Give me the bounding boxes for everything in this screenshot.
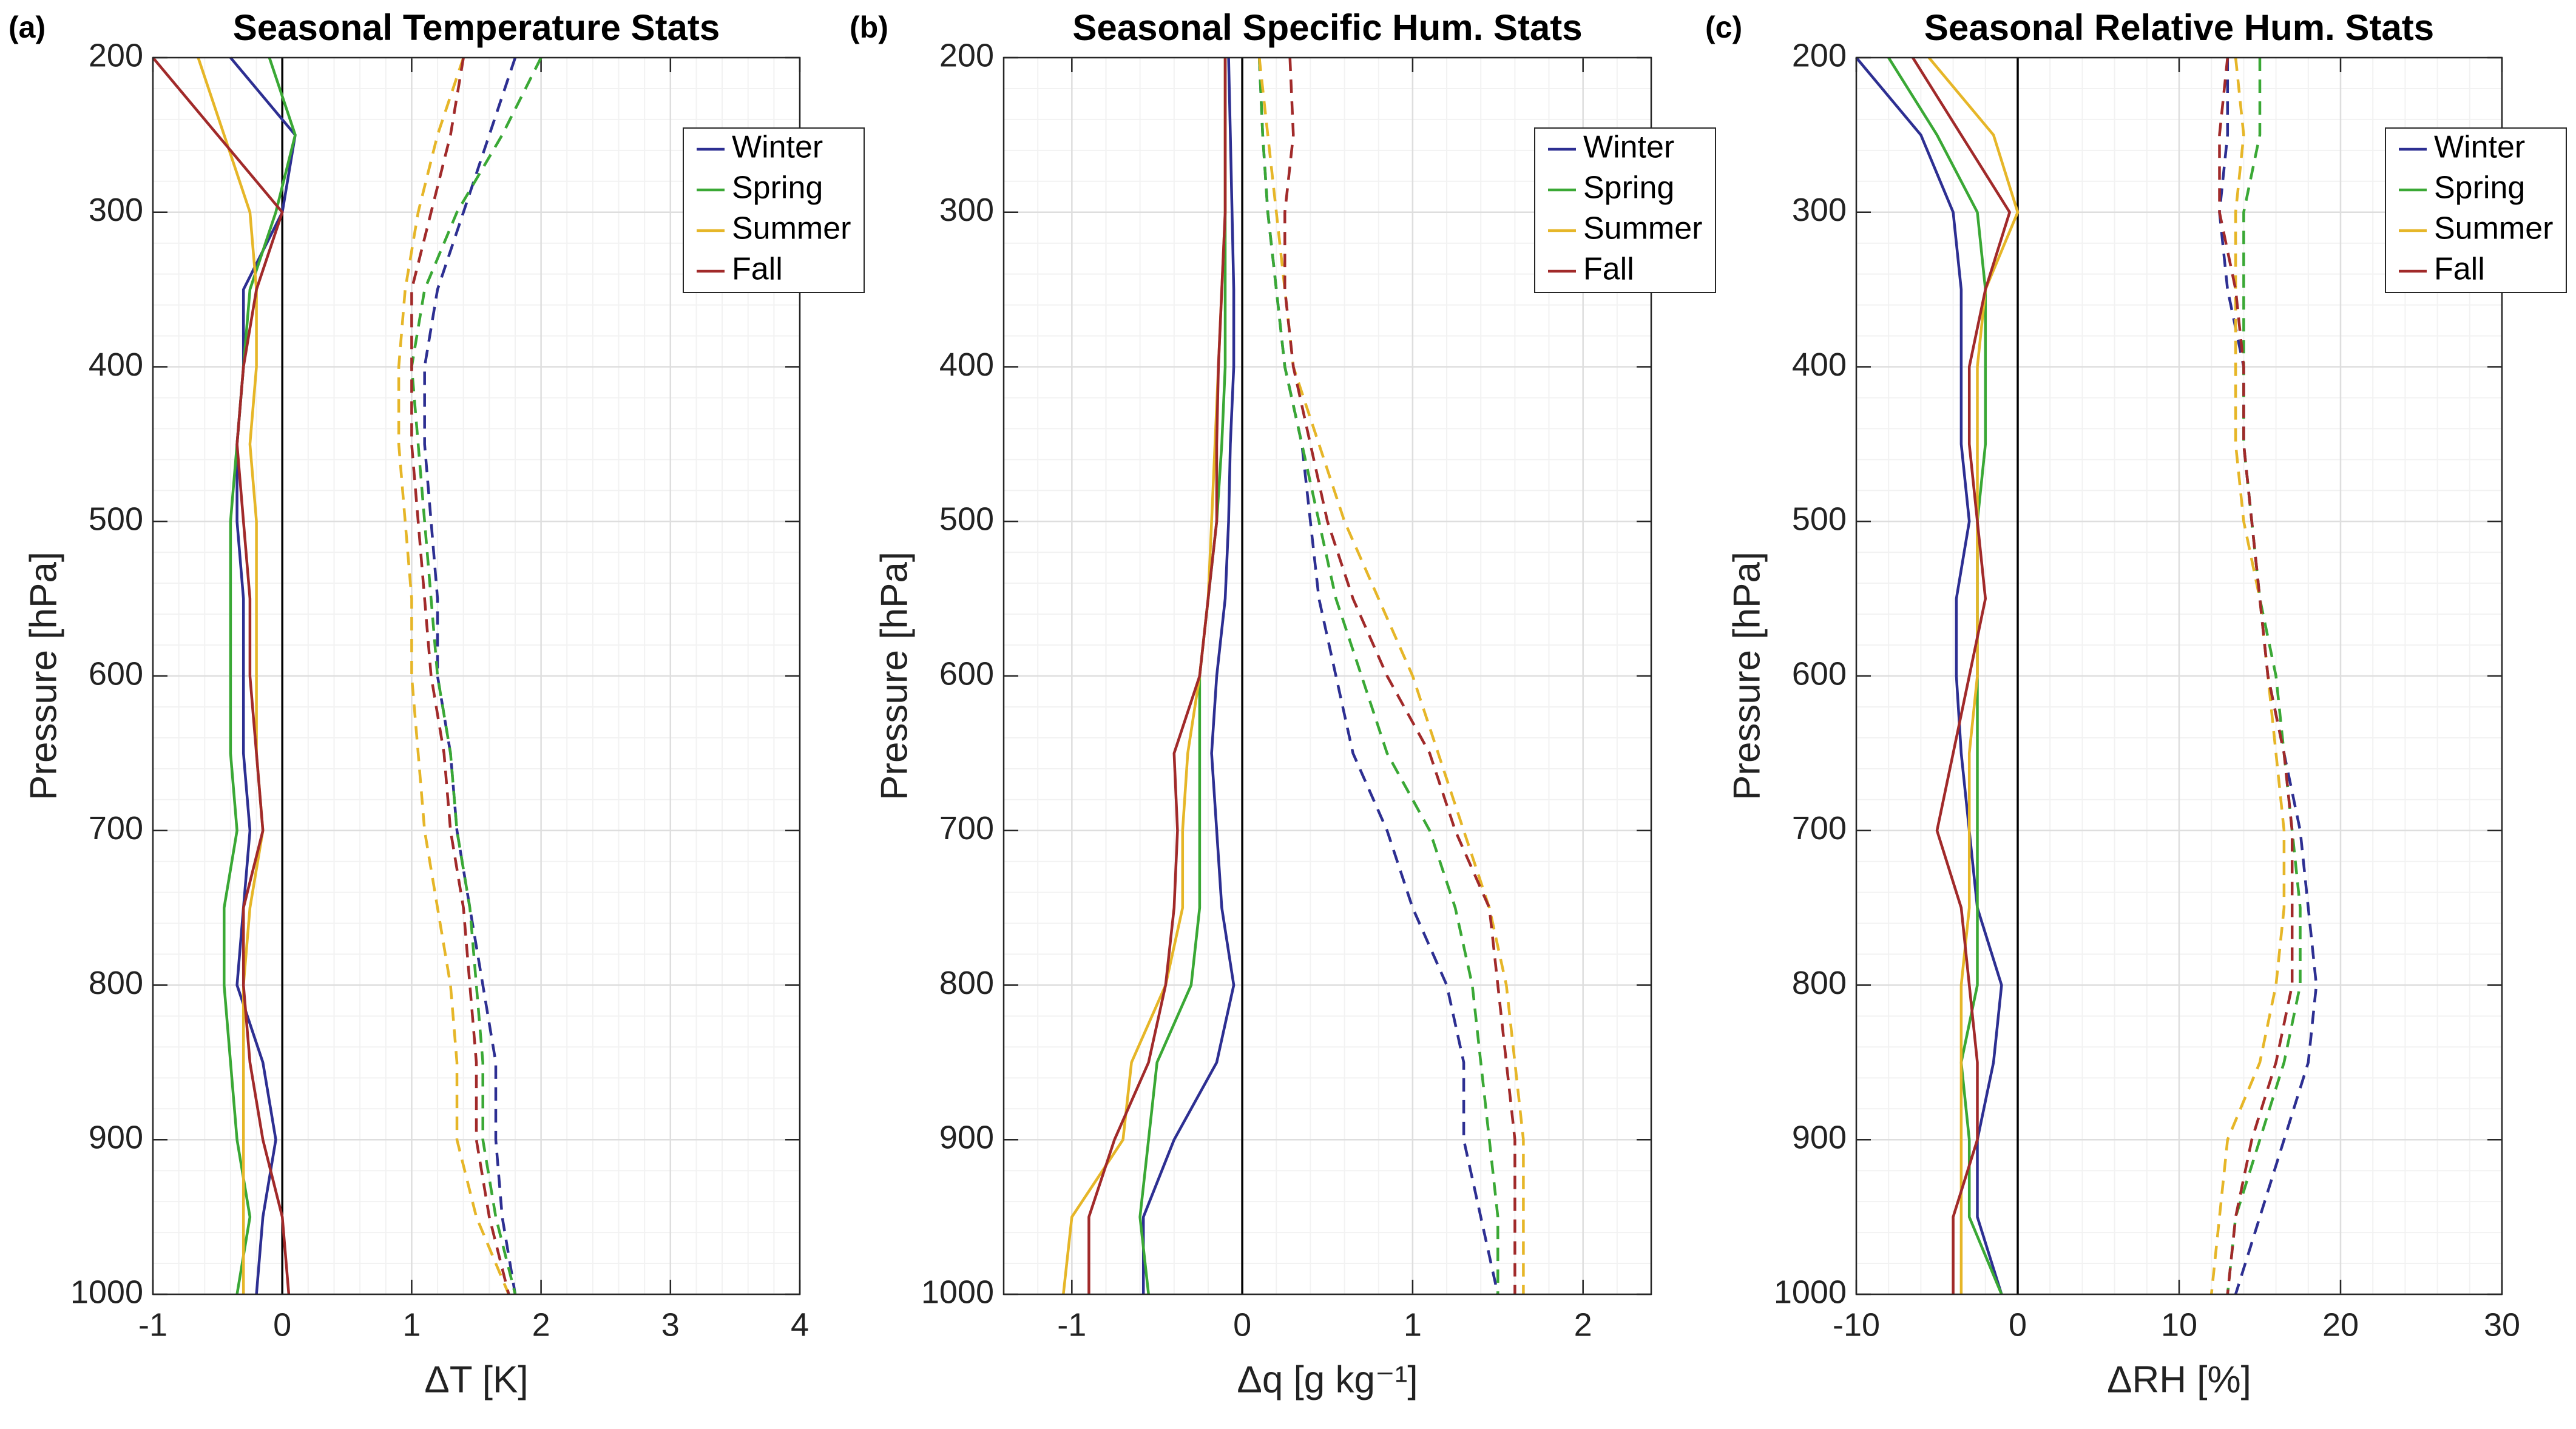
y-tick-label: 900	[1792, 1120, 1847, 1156]
y-tick-label: 800	[89, 965, 143, 1001]
y-tick-label: 300	[1792, 192, 1847, 228]
x-tick-label: 2	[532, 1306, 550, 1343]
legend-label: Summer	[732, 211, 851, 246]
series-dashed-line	[2226, 58, 2302, 1295]
y-tick-label: 200	[939, 37, 994, 73]
x-tick-label: 20	[2322, 1306, 2359, 1343]
x-tick-label: 3	[661, 1306, 680, 1343]
y-tick-label: 400	[1792, 346, 1847, 383]
x-tick-label: 10	[2161, 1306, 2197, 1343]
series-line	[1087, 58, 1227, 1294]
legend-label: Fall	[2434, 252, 2485, 287]
panel-label: (a)	[8, 10, 46, 44]
legend-label: Summer	[1583, 211, 1702, 246]
series-dashed-line	[1257, 57, 1525, 1294]
legend-label: Winter	[1583, 130, 1674, 165]
y-tick-label: 300	[939, 192, 994, 228]
legend: Winter Spring Summer Fall	[1534, 127, 1716, 293]
axes-box	[1002, 56, 1652, 1296]
panel-label: (c)	[1705, 10, 1742, 44]
legend-label: Spring	[2434, 171, 2525, 206]
y-tick-label: 200	[1792, 37, 1847, 73]
legend: Winter Spring Summer Fall	[683, 127, 865, 293]
series-line	[152, 56, 291, 1295]
y-tick-label: 600	[1792, 655, 1847, 692]
x-tick-label: -1	[138, 1306, 167, 1343]
x-tick-label: 1	[402, 1306, 421, 1343]
y-tick-label: 900	[89, 1120, 143, 1156]
series-dashed-line	[1283, 57, 1516, 1294]
chart-title: Seasonal Relative Hum. Stats	[1924, 7, 2434, 48]
series-line	[1141, 57, 1236, 1294]
y-tick-label: 300	[89, 192, 143, 228]
legend: Winter Spring Summer Fall	[2385, 127, 2567, 293]
panel: -10 0 10 20 30 200 300 400 500 600 700 800 900 1000 Se…	[1705, 7, 2567, 1400]
series-dashed-line	[1257, 57, 1499, 1294]
legend-label: Spring	[732, 171, 823, 206]
x-tick-label: -1	[1057, 1306, 1086, 1343]
legend-label: Spring	[1583, 171, 1674, 206]
axes-box	[152, 56, 801, 1296]
series-line	[1927, 56, 2020, 1294]
series-dashed-line	[423, 57, 517, 1295]
legend-label: Fall	[732, 252, 783, 287]
y-tick-label: 900	[939, 1120, 994, 1156]
x-tick-label: 30	[2484, 1306, 2520, 1343]
series-line	[197, 57, 265, 1294]
x-tick-label: -10	[1833, 1306, 1880, 1343]
x-tick-label: 4	[791, 1306, 809, 1343]
x-tick-label: 2	[1574, 1306, 1592, 1343]
y-tick-label: 400	[939, 346, 994, 383]
y-axis-label: Pressure [hPa]	[22, 552, 64, 800]
chart-title: Seasonal Temperature Stats	[233, 7, 720, 48]
y-tick-label: 500	[939, 501, 994, 538]
y-tick-label: 1000	[70, 1274, 143, 1310]
legend-box	[1534, 127, 1716, 293]
y-axis-label: Pressure [hPa]	[873, 552, 915, 800]
series-line	[1855, 56, 2003, 1295]
y-tick-label: 800	[1792, 965, 1847, 1001]
series-line	[1912, 56, 2011, 1294]
y-tick-label: 200	[89, 37, 143, 73]
y-tick-label: 800	[939, 965, 994, 1001]
x-axis-label: ΔT [K]	[424, 1359, 528, 1400]
y-tick-label: 600	[89, 655, 143, 692]
panel: -1 0 1 2 3 4 200 300 400 500 600 700 800 900 1000 Seaso…	[8, 7, 865, 1400]
x-axis-label: Δq [g kg⁻¹]	[1237, 1359, 1418, 1400]
x-axis-label: ΔRH [%]	[2107, 1359, 2251, 1400]
chart-title: Seasonal Specific Hum. Stats	[1072, 7, 1582, 48]
y-tick-label: 500	[89, 501, 143, 538]
legend-label: Fall	[1583, 252, 1634, 287]
y-tick-label: 1000	[1774, 1274, 1847, 1310]
legend-label: Summer	[2434, 211, 2553, 246]
x-tick-label: 0	[1233, 1306, 1251, 1343]
series-dashed-line	[2218, 57, 2294, 1295]
y-axis-label: Pressure [hPa]	[1726, 552, 1768, 800]
y-tick-label: 700	[1792, 810, 1847, 846]
legend-label: Winter	[732, 130, 823, 165]
panel: -1 0 1 2 200 300 400 500 600 700 800 900 1000 Seasona…	[850, 7, 1716, 1400]
legend-box	[2385, 127, 2567, 293]
series-line	[229, 56, 297, 1295]
y-tick-label: 400	[89, 346, 143, 383]
panel-label: (b)	[850, 10, 888, 44]
axes-box	[1855, 56, 2503, 1296]
x-tick-label: 0	[273, 1306, 291, 1343]
y-tick-label: 700	[89, 810, 143, 846]
x-tick-label: 0	[2009, 1306, 2027, 1343]
legend-label: Winter	[2434, 130, 2525, 165]
y-tick-label: 500	[1792, 501, 1847, 538]
y-tick-label: 1000	[921, 1274, 994, 1310]
x-tick-label: 1	[1404, 1306, 1422, 1343]
y-tick-label: 700	[939, 810, 994, 846]
y-tick-label: 600	[939, 655, 994, 692]
series-line	[223, 57, 297, 1295]
legend-box	[683, 127, 865, 293]
